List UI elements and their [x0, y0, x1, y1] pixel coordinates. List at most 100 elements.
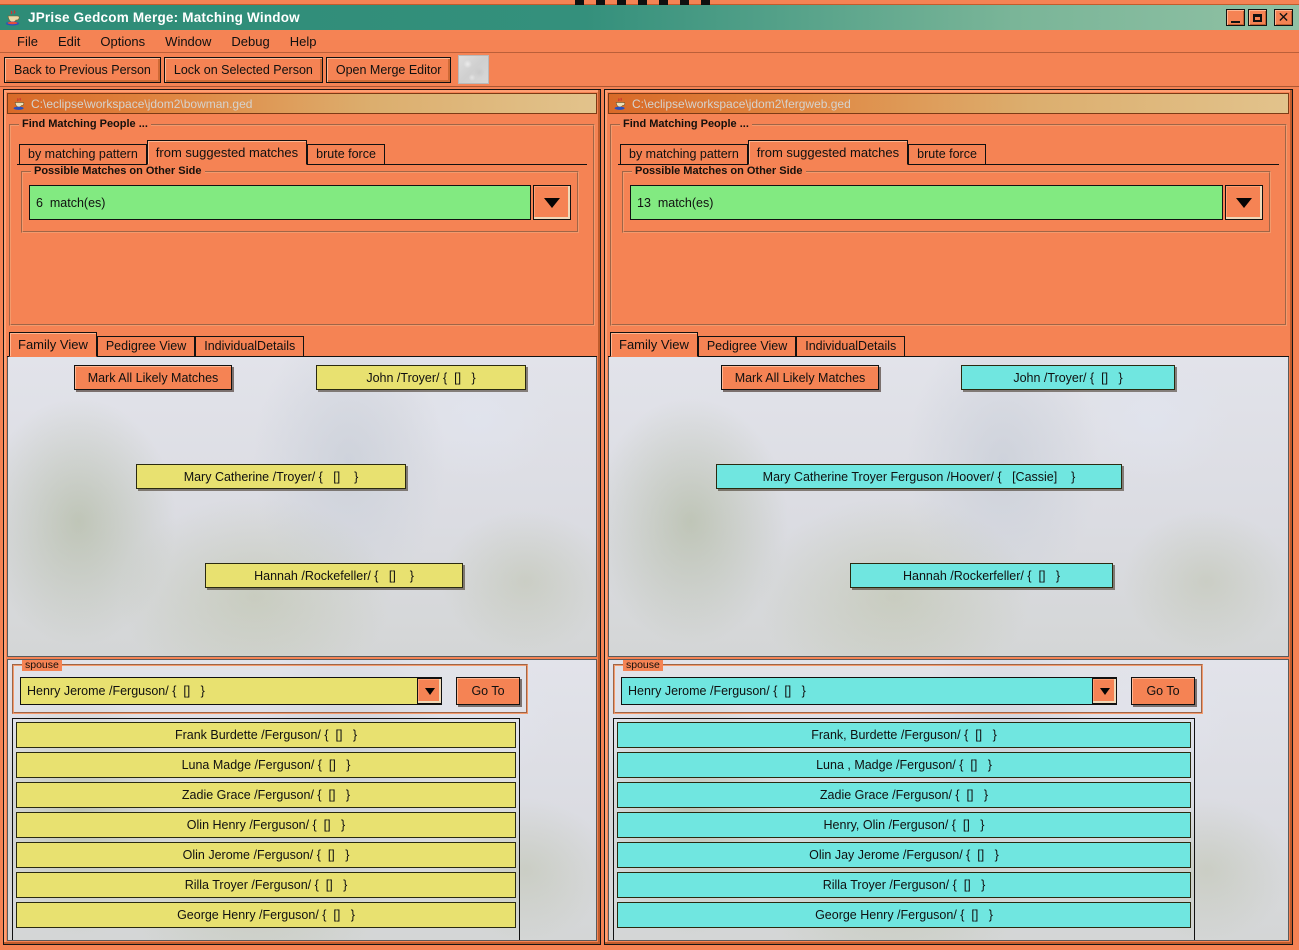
- lock-on-selected-person-button[interactable]: Lock on Selected Person: [163, 56, 323, 83]
- child-row[interactable]: George Henry /Ferguson/ { [] }: [617, 902, 1191, 928]
- spouse-combobox-arrow-button[interactable]: [417, 678, 441, 704]
- person-box-mother[interactable]: Mary Catherine Troyer Ferguson /Hoover/ …: [716, 464, 1122, 489]
- java-cup-icon: [613, 97, 627, 111]
- matches-combobox-value[interactable]: 6 match(es): [29, 185, 531, 220]
- find-group-label: Find Matching People ...: [19, 118, 151, 130]
- window-titlebar: JPrise Gedcom Merge: Matching Window ✕: [0, 5, 1299, 30]
- view-tabs: Family View Pedigree View IndividualDeta…: [7, 332, 597, 357]
- tab-individual-details[interactable]: IndividualDetails: [796, 336, 906, 356]
- gedcom-file-path: C:\eclipse\workspace\jdom2\bowman.ged: [31, 96, 253, 111]
- close-button[interactable]: ✕: [1274, 9, 1293, 26]
- find-matching-people-group: Find Matching People ... by matching pat…: [610, 118, 1287, 326]
- window-title: JPrise Gedcom Merge: Matching Window: [28, 10, 300, 25]
- open-merge-editor-button[interactable]: Open Merge Editor: [325, 56, 452, 83]
- frame-titlebar-left[interactable]: C:\eclipse\workspace\jdom2\bowman.ged: [7, 93, 597, 114]
- person-box-grandmother[interactable]: Hannah /Rockefeller/ { [] }: [205, 563, 463, 588]
- matches-combobox: 6 match(es): [29, 185, 571, 220]
- child-row[interactable]: Zadie Grace /Ferguson/ { [] }: [617, 782, 1191, 808]
- gedcom-file-path: C:\eclipse\workspace\jdom2\fergweb.ged: [632, 96, 851, 111]
- tab-family-view[interactable]: Family View: [9, 332, 97, 357]
- toolbar: Back to Previous Person Lock on Selected…: [0, 53, 1299, 87]
- menu-help[interactable]: Help: [289, 33, 317, 49]
- tab-pedigree-view[interactable]: Pedigree View: [96, 336, 196, 356]
- child-row[interactable]: Frank, Burdette /Ferguson/ { [] }: [617, 722, 1191, 748]
- matches-combobox-value[interactable]: 13 match(es): [630, 185, 1223, 220]
- child-row[interactable]: Luna , Madge /Ferguson/ { [] }: [617, 752, 1191, 778]
- possible-matches-group: Possible Matches on Other Side 6 match(e…: [21, 165, 579, 233]
- mark-all-likely-matches-button[interactable]: Mark All Likely Matches: [721, 365, 879, 390]
- possible-matches-label: Possible Matches on Other Side: [632, 165, 806, 177]
- workspace: C:\eclipse\workspace\jdom2\bowman.ged Fi…: [0, 87, 1299, 949]
- tab-by-matching-pattern[interactable]: by matching pattern: [19, 144, 147, 164]
- menu-debug[interactable]: Debug: [231, 33, 270, 49]
- toolbar-image-icon[interactable]: [458, 55, 490, 84]
- child-row[interactable]: Rilla Troyer /Ferguson/ { [] }: [16, 872, 516, 898]
- desktop-ticks: [575, 0, 715, 5]
- frame-titlebar-right[interactable]: C:\eclipse\workspace\jdom2\fergweb.ged: [608, 93, 1289, 114]
- spouse-label: spouse: [22, 660, 62, 671]
- menu-bar: File Edit Options Window Debug Help: [0, 30, 1299, 53]
- child-row[interactable]: Henry, Olin /Ferguson/ { [] }: [617, 812, 1191, 838]
- minimize-icon: [1231, 20, 1240, 23]
- family-view-area: Mark All Likely Matches John /Troyer/ { …: [7, 357, 597, 657]
- tab-pedigree-view[interactable]: Pedigree View: [697, 336, 797, 356]
- mark-all-likely-matches-button[interactable]: Mark All Likely Matches: [74, 365, 232, 390]
- go-to-button[interactable]: Go To: [1131, 677, 1195, 705]
- child-row[interactable]: Olin Jerome /Ferguson/ { [] }: [16, 842, 516, 868]
- tab-from-suggested-matches[interactable]: from suggested matches: [146, 140, 308, 165]
- children-list: Frank, Burdette /Ferguson/ { [] } Luna ,…: [613, 718, 1195, 940]
- maximize-button[interactable]: [1248, 9, 1267, 26]
- chevron-down-icon: [1099, 687, 1110, 695]
- window-controls: ✕: [1226, 9, 1295, 26]
- child-row[interactable]: Rilla Troyer /Ferguson/ { [] }: [617, 872, 1191, 898]
- menu-window[interactable]: Window: [165, 33, 212, 49]
- child-row[interactable]: George Henry /Ferguson/ { [] }: [16, 902, 516, 928]
- menu-edit[interactable]: Edit: [57, 33, 81, 49]
- tab-by-matching-pattern[interactable]: by matching pattern: [620, 144, 748, 164]
- chevron-down-icon: [1236, 197, 1252, 208]
- spouse-row: Henry Jerome /Ferguson/ { [] } Go To: [20, 677, 520, 705]
- spouse-label: spouse: [623, 660, 663, 671]
- spouse-row: Henry Jerome /Ferguson/ { [] } Go To: [621, 677, 1195, 705]
- matches-combobox-arrow-button[interactable]: [1225, 185, 1263, 220]
- child-row[interactable]: Luna Madge /Ferguson/ { [] }: [16, 752, 516, 778]
- spouse-combobox-arrow-button[interactable]: [1092, 678, 1116, 704]
- child-row[interactable]: Olin Henry /Ferguson/ { [] }: [16, 812, 516, 838]
- child-row[interactable]: Olin Jay Jerome /Ferguson/ { [] }: [617, 842, 1191, 868]
- find-tabs: by matching pattern from suggested match…: [618, 140, 1279, 165]
- person-box-father[interactable]: John /Troyer/ { [] }: [316, 365, 526, 390]
- person-box-grandmother[interactable]: Hannah /Rockerfeller/ { [] }: [850, 563, 1113, 588]
- spouse-children-area: spouse Henry Jerome /Ferguson/ { [] } Go…: [7, 659, 597, 941]
- spouse-combobox-value[interactable]: Henry Jerome /Ferguson/ { [] }: [622, 678, 1092, 704]
- menu-options[interactable]: Options: [100, 33, 146, 49]
- tab-from-suggested-matches[interactable]: from suggested matches: [747, 140, 909, 165]
- find-group-label: Find Matching People ...: [620, 118, 752, 130]
- minimize-button[interactable]: [1226, 9, 1245, 26]
- child-row[interactable]: Zadie Grace /Ferguson/ { [] }: [16, 782, 516, 808]
- matches-combobox-arrow-button[interactable]: [533, 185, 571, 220]
- person-box-mother[interactable]: Mary Catherine /Troyer/ { [] }: [136, 464, 406, 489]
- tab-individual-details[interactable]: IndividualDetails: [195, 336, 305, 356]
- spouse-combobox: Henry Jerome /Ferguson/ { [] }: [20, 677, 442, 705]
- spouse-children-area: spouse Henry Jerome /Ferguson/ { [] } Go…: [608, 659, 1289, 941]
- spouse-group: spouse Henry Jerome /Ferguson/ { [] } Go…: [12, 660, 528, 714]
- person-box-father[interactable]: John /Troyer/ { [] }: [961, 365, 1175, 390]
- child-row[interactable]: Frank Burdette /Ferguson/ { [] }: [16, 722, 516, 748]
- spouse-combobox: Henry Jerome /Ferguson/ { [] }: [621, 677, 1117, 705]
- tab-brute-force[interactable]: brute force: [908, 144, 986, 164]
- back-to-previous-person-button[interactable]: Back to Previous Person: [4, 56, 161, 83]
- chevron-down-icon: [424, 687, 435, 695]
- close-icon: ✕: [1277, 9, 1290, 26]
- go-to-button[interactable]: Go To: [456, 677, 520, 705]
- menu-file[interactable]: File: [17, 33, 38, 49]
- find-matching-people-group: Find Matching People ... by matching pat…: [9, 118, 595, 326]
- possible-matches-label: Possible Matches on Other Side: [31, 165, 205, 177]
- spouse-combobox-value[interactable]: Henry Jerome /Ferguson/ { [] }: [21, 678, 417, 704]
- family-view-area: Mark All Likely Matches John /Troyer/ { …: [608, 357, 1289, 657]
- matches-combobox: 13 match(es): [630, 185, 1263, 220]
- tab-family-view[interactable]: Family View: [610, 332, 698, 357]
- tab-brute-force[interactable]: brute force: [307, 144, 385, 164]
- spouse-group: spouse Henry Jerome /Ferguson/ { [] } Go…: [613, 660, 1203, 714]
- desktop-strip: [0, 0, 1299, 5]
